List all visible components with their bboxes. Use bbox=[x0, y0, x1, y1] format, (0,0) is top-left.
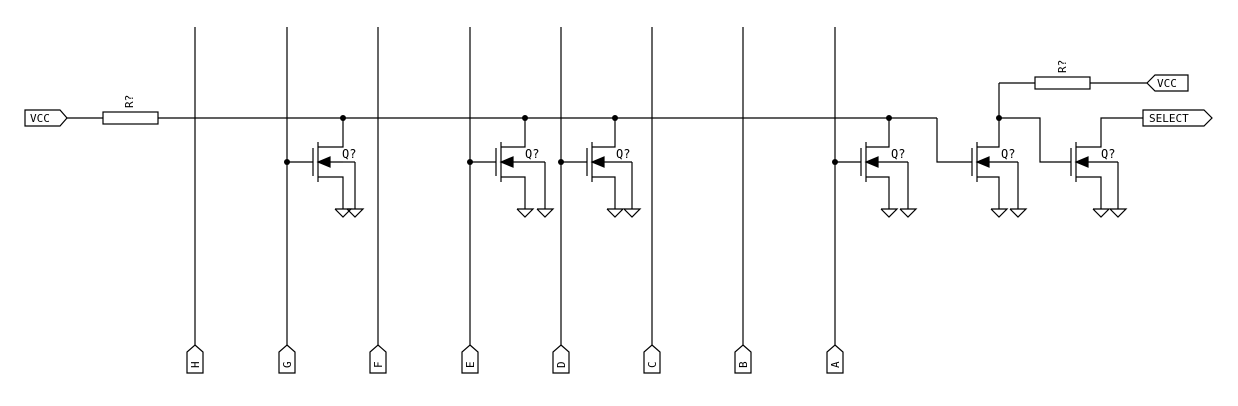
bus-port-a: A bbox=[826, 344, 844, 374]
select-port: SELECT bbox=[1142, 109, 1213, 127]
bus-port-d-label: D bbox=[555, 361, 568, 368]
transistor-3: Q? bbox=[561, 118, 642, 218]
vcc-port-right: VCC bbox=[1146, 74, 1189, 92]
resistor-right-label: R? bbox=[1056, 60, 1069, 73]
junction-dot bbox=[284, 159, 290, 165]
bus-port-h-label: H bbox=[189, 361, 202, 368]
resistor-left: R? bbox=[102, 95, 159, 125]
bus-port-g: G bbox=[278, 344, 296, 374]
junction-dot bbox=[522, 115, 528, 121]
bus-port-f-label: F bbox=[372, 361, 385, 368]
bus-port-a-label: A bbox=[829, 361, 842, 368]
transistor-5: Q? bbox=[971, 83, 1028, 218]
bus-port-c: C bbox=[643, 344, 661, 374]
junction-dot bbox=[558, 159, 564, 165]
bus-port-b-label: B bbox=[737, 361, 750, 368]
transistor-2-label: Q? bbox=[525, 147, 539, 161]
bus-port-e: E bbox=[461, 344, 479, 374]
resistor-left-label: R? bbox=[123, 95, 136, 108]
transistor-6-label: Q? bbox=[1101, 147, 1115, 161]
junction-dot bbox=[886, 115, 892, 121]
transistor-1: Q? bbox=[287, 118, 365, 218]
junction-dot bbox=[996, 115, 1002, 121]
transistor-5-label: Q? bbox=[1001, 147, 1015, 161]
bus-port-f: F bbox=[369, 344, 387, 374]
vcc-port-right-label: VCC bbox=[1157, 77, 1177, 90]
transistor-4: Q? bbox=[835, 118, 918, 218]
vcc-port-left-label: VCC bbox=[30, 112, 50, 125]
wire-q5-to-q6-gate bbox=[999, 117, 1071, 163]
bus-port-g-label: G bbox=[281, 361, 294, 368]
bus-port-c-label: C bbox=[646, 361, 659, 368]
transistor-3-label: Q? bbox=[616, 147, 630, 161]
transistor-2: Q? bbox=[470, 118, 555, 218]
wire-rail-to-q5-gate bbox=[936, 118, 972, 163]
select-port-label: SELECT bbox=[1149, 112, 1189, 125]
resistor-right: R? bbox=[1034, 60, 1091, 90]
transistor-1-label: Q? bbox=[342, 147, 356, 161]
junction-dot bbox=[467, 159, 473, 165]
bus-port-e-label: E bbox=[464, 361, 477, 368]
bus-port-b: B bbox=[734, 344, 752, 374]
transistor-6: Q? bbox=[1070, 117, 1143, 218]
vcc-port-left: VCC bbox=[24, 109, 68, 127]
transistor-4-label: Q? bbox=[891, 147, 905, 161]
bus-port-h: H bbox=[186, 344, 204, 374]
junction-dot bbox=[832, 159, 838, 165]
bus-port-d: D bbox=[552, 344, 570, 374]
junction-dot bbox=[612, 115, 618, 121]
junction-dot bbox=[340, 115, 346, 121]
